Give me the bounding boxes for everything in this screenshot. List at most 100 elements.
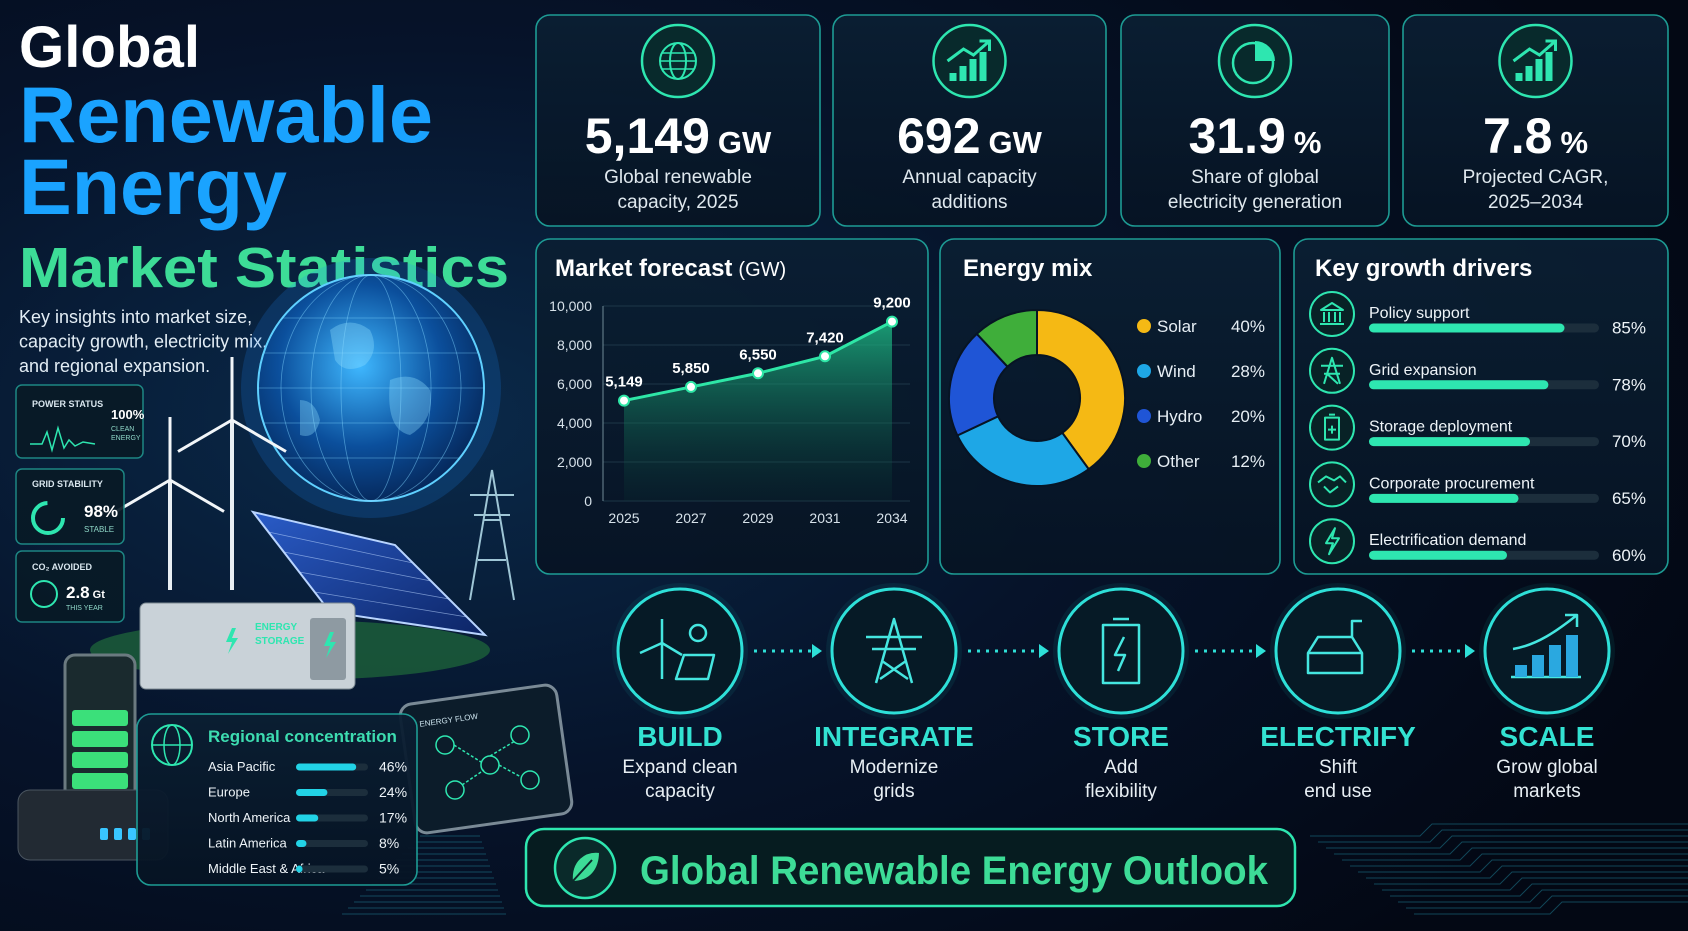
panel-grid: [299, 571, 450, 600]
bar-label: Middle East & Africa: [208, 861, 325, 876]
bar: [1369, 493, 1519, 503]
legend-swatch: [1137, 409, 1151, 423]
chart-title-text: Energy mix: [963, 255, 1093, 282]
legend-value: 12%: [1231, 452, 1265, 471]
step-text: Grow global: [1496, 757, 1597, 778]
icon-part: [1512, 39, 1557, 63]
kpi-value: 31.9%: [1189, 108, 1322, 164]
x-tick-label: 2034: [876, 510, 907, 526]
x-tick-label: 2027: [675, 510, 706, 526]
status-number: 2.8: [66, 583, 90, 602]
flow-node: [510, 725, 530, 745]
driver-icon-ring: [1309, 347, 1355, 394]
subtitle-line: capacity growth, electricity mix,: [19, 332, 267, 352]
pie-slice: [1036, 308, 1126, 471]
bar: [1369, 437, 1530, 447]
kpi-card: [1402, 14, 1669, 227]
kpi-number: 7.8: [1483, 108, 1553, 164]
kpi-value: 7.8%: [1483, 108, 1588, 164]
kpi-unit: GW: [989, 125, 1043, 160]
pulse-line: [30, 425, 96, 453]
bar-label: Storage deployment: [1369, 419, 1513, 436]
kpi-unit: %: [1294, 125, 1322, 160]
bar-track: [296, 840, 368, 847]
chart-title-text: Regional concentration: [208, 727, 397, 746]
step-arrowhead: [1039, 644, 1049, 658]
y-tick-label: 8,000: [557, 337, 592, 353]
x-tick-label: 2025: [608, 510, 639, 526]
driver-icon-ring: [1309, 518, 1355, 565]
chart-title-text: Market forecast: [555, 255, 732, 282]
bar-label: Grid expansion: [1369, 362, 1477, 379]
y-tick-label: 2,000: [557, 454, 592, 470]
value-label: 5,850: [672, 360, 710, 377]
bar-track: [296, 865, 368, 873]
step-icon: [1306, 619, 1364, 675]
status-value: 100%: [111, 407, 145, 422]
step-text: end use: [1304, 781, 1372, 802]
bar-value: 70%: [1612, 432, 1646, 451]
legend-value: 40%: [1231, 317, 1265, 336]
storage-label: STORAGE: [255, 636, 305, 647]
status-value: 98%: [84, 502, 118, 521]
footer-leaf: [570, 850, 602, 884]
step-icon-bar: [1566, 635, 1578, 677]
turbine-blade: [177, 418, 233, 453]
status-note: CLEAN: [111, 426, 134, 433]
title-line: Global: [19, 15, 200, 80]
bolt: [226, 628, 238, 654]
kpi-number: 31.9: [1189, 108, 1286, 164]
step-title: INTEGRATE: [814, 721, 974, 752]
kpi-label: capacity, 2025: [617, 192, 738, 213]
icon-part: [979, 52, 987, 81]
point: [819, 350, 831, 363]
driver-icon: [1325, 527, 1340, 556]
pie-slice: [948, 332, 1009, 437]
y-tick-label: 10,000: [549, 298, 592, 314]
status-note: ENERGY: [111, 435, 141, 442]
area: [624, 321, 892, 501]
legend-value: 28%: [1231, 362, 1265, 381]
legend-swatch: [1137, 454, 1151, 468]
battery-cell: [72, 731, 128, 747]
icon-part: [660, 52, 696, 70]
bar: [1369, 550, 1507, 560]
bar-value: 85%: [1612, 319, 1646, 338]
status-value: 2.8 Gt: [66, 583, 105, 602]
driver-icon: [1324, 413, 1340, 441]
status-card: [15, 550, 125, 623]
bar: [296, 789, 328, 796]
flow-node: [445, 780, 465, 800]
gauge: [31, 501, 65, 535]
point: [752, 367, 764, 380]
kpi-label: electricity generation: [1168, 192, 1342, 213]
step-icon-bar: [1532, 655, 1544, 677]
subtitle-line: Key insights into market size,: [19, 307, 252, 327]
circuit-line: [1398, 889, 1688, 903]
driver-icon-ring: [1309, 461, 1355, 508]
step-text: Expand clean: [622, 757, 737, 778]
tablet: [398, 683, 574, 835]
status-label: GRID STABILITY: [32, 479, 103, 489]
status-label: CO₂ AVOIDED: [32, 562, 93, 572]
step-title: SCALE: [1500, 721, 1595, 752]
title-line: Energy: [19, 142, 287, 231]
step-ring: [1483, 587, 1611, 715]
circuit-line: [1406, 895, 1688, 909]
value-label: 9,200: [873, 295, 911, 312]
kpi-label: 2025–2034: [1488, 192, 1584, 213]
kpi-unit: GW: [718, 125, 772, 160]
step-text: Modernize: [850, 757, 939, 778]
status-note: STABLE: [84, 525, 114, 534]
icon-part: [959, 66, 967, 81]
title-line: Renewable: [19, 70, 433, 159]
step-icon: [866, 617, 922, 684]
step-ring: [830, 587, 958, 715]
legend-label: Wind: [1157, 362, 1196, 381]
circuit-line: [1366, 865, 1688, 879]
chart-title-unit: (GW): [738, 259, 786, 281]
bar-value: 78%: [1612, 375, 1646, 394]
status-card: [15, 468, 125, 545]
pie-slice: [975, 308, 1038, 369]
kpi-value: 692 GW: [897, 108, 1043, 164]
